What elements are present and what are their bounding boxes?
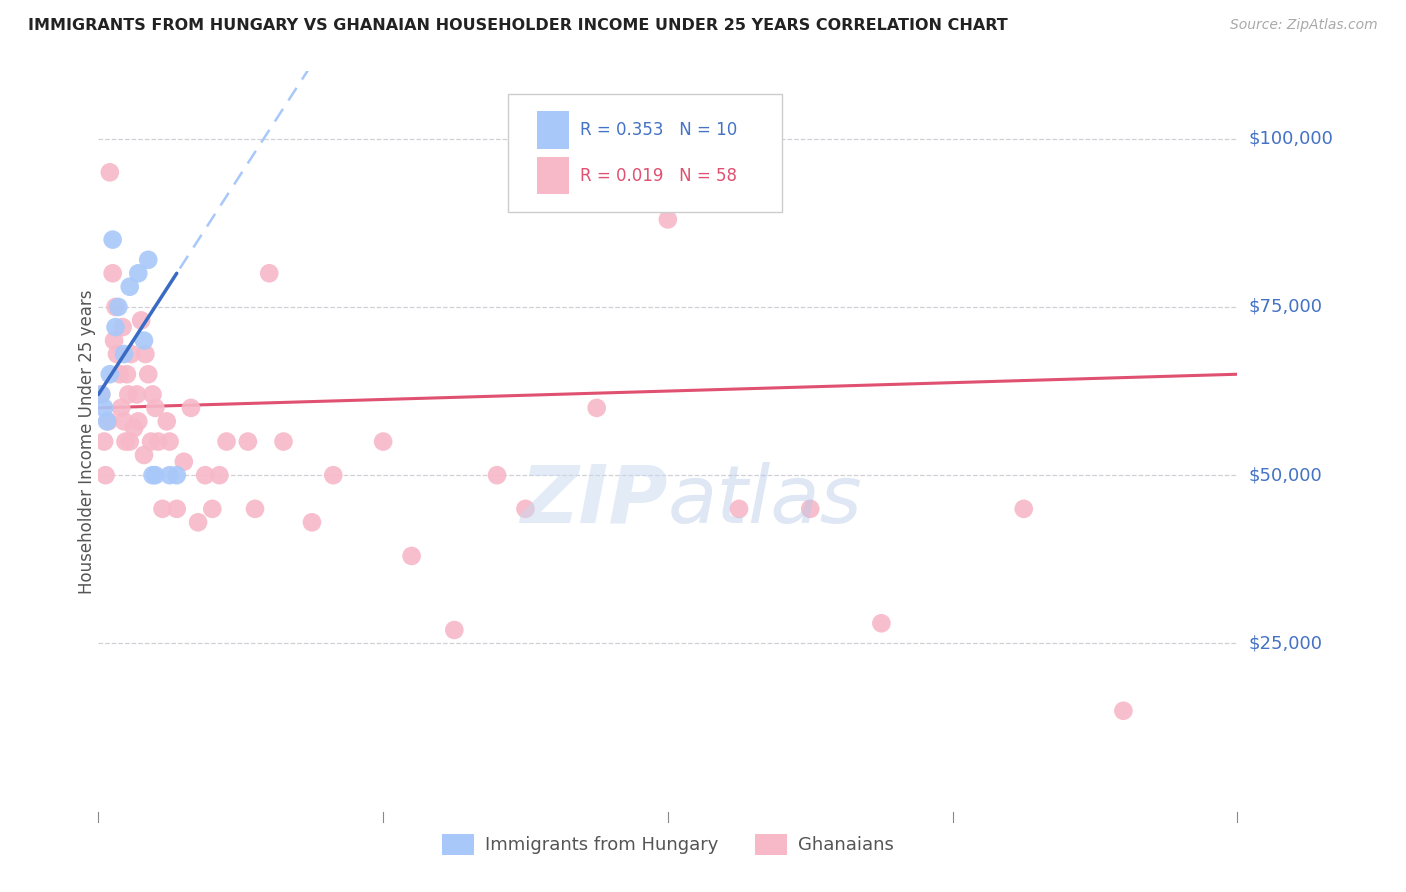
Point [134,347,156,361]
Text: $50,000: $50,000 [1249,467,1322,484]
Point [141,468,163,483]
Point [90,387,112,401]
Text: ZIP: ZIP [520,462,668,540]
Point [115,368,138,382]
Text: $25,000: $25,000 [1249,634,1323,652]
Point [104,320,127,334]
Point [159,434,181,449]
Point [125,387,148,401]
Point [117,387,139,401]
Point [111,320,134,334]
Point [127,414,149,428]
Point [148,434,170,449]
Point [156,414,179,428]
Point [159,468,181,483]
Point [243,501,266,516]
Point [98,368,121,382]
Point [799,501,821,516]
Text: $100,000: $100,000 [1249,129,1333,148]
Point [1112,704,1135,718]
Point [173,455,195,469]
Point [101,266,124,280]
Point [208,468,231,483]
Point [93,401,115,415]
Point [112,347,135,361]
Point [93,434,115,449]
Point [120,347,142,361]
Point [259,266,281,280]
Point [215,434,238,449]
Point [187,516,209,530]
Point [201,501,224,516]
Point [112,414,135,428]
Text: R = 0.353   N = 10: R = 0.353 N = 10 [581,121,737,139]
Point [401,549,423,563]
Point [166,501,188,516]
Point [132,334,155,348]
Point [194,468,217,483]
Text: Source: ZipAtlas.com: Source: ZipAtlas.com [1230,18,1378,32]
Y-axis label: Householder Income Under 25 years: Householder Income Under 25 years [79,289,96,594]
Point [728,501,751,516]
Point [122,421,145,435]
Point [127,266,149,280]
Point [101,233,124,247]
FancyBboxPatch shape [509,94,782,212]
Point [657,212,679,227]
Point [114,434,136,449]
Point [515,501,537,516]
Point [236,434,259,449]
Text: atlas: atlas [668,462,863,540]
Point [108,368,131,382]
Point [585,401,607,415]
Point [132,448,155,462]
Point [97,414,120,428]
Point [94,468,117,483]
Point [166,468,188,483]
Text: R = 0.019   N = 58: R = 0.019 N = 58 [581,167,737,185]
Point [443,623,465,637]
Text: $75,000: $75,000 [1249,298,1323,316]
Point [152,501,174,516]
Point [96,414,118,428]
Legend: Immigrants from Hungary, Ghanaians: Immigrants from Hungary, Ghanaians [434,827,901,862]
Point [322,468,344,483]
Bar [537,157,569,194]
Point [145,468,167,483]
Point [110,401,132,415]
Point [141,387,163,401]
Point [118,279,141,293]
Point [103,334,125,348]
Point [105,347,128,361]
Point [145,401,167,415]
Point [98,165,121,179]
Point [486,468,509,483]
Point [104,300,127,314]
Text: IMMIGRANTS FROM HUNGARY VS GHANAIAN HOUSEHOLDER INCOME UNDER 25 YEARS CORRELATIO: IMMIGRANTS FROM HUNGARY VS GHANAIAN HOUS… [28,18,1008,33]
Point [1012,501,1035,516]
Point [301,516,323,530]
Bar [537,112,569,148]
Point [129,313,152,327]
Point [118,434,141,449]
Point [273,434,295,449]
Point [136,368,159,382]
Point [90,387,112,401]
Point [107,300,129,314]
Point [371,434,394,449]
Point [180,401,202,415]
Point [136,252,159,267]
Point [870,616,893,631]
Point [139,434,162,449]
